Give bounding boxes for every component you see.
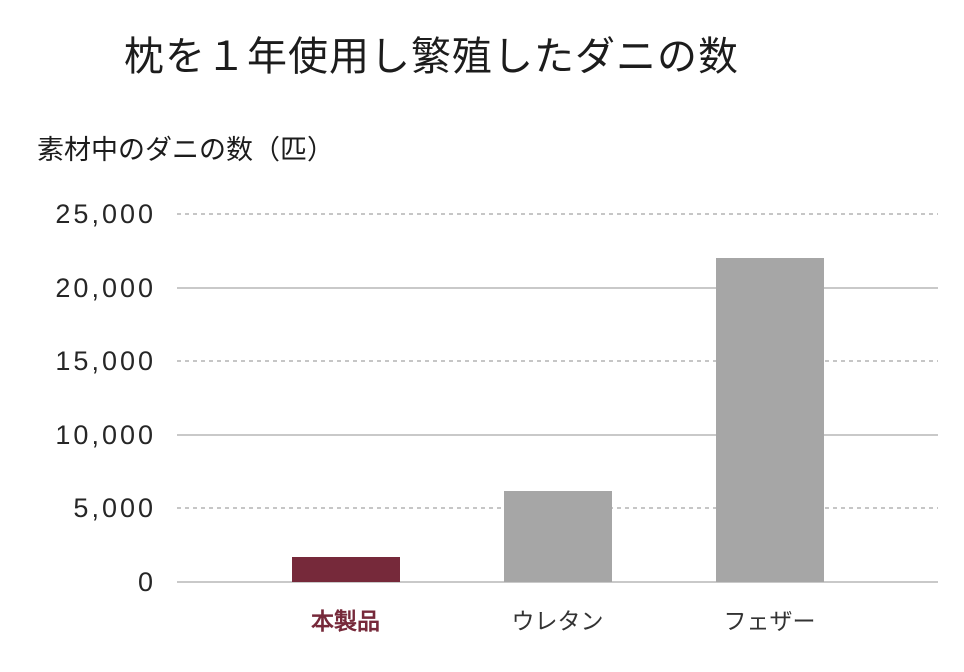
y-tick-label: 0 — [137, 567, 156, 597]
category-label: ウレタン — [511, 608, 604, 634]
gridline-dashed — [177, 213, 938, 215]
x-axis-category-labels: 本製品 ウレタン フェザー — [177, 602, 938, 636]
y-tick-label: 25,000 — [55, 199, 156, 229]
gridline-solid — [177, 286, 938, 289]
y-tick-label: 20,000 — [55, 272, 156, 303]
plot-area — [177, 213, 938, 583]
gridline-solid — [177, 433, 938, 436]
category-label: フェザー — [723, 608, 816, 634]
gridline-dashed — [177, 360, 938, 362]
gridline-solid — [177, 581, 938, 583]
y-tick-label: 15,000 — [55, 346, 156, 377]
bars-group — [177, 214, 938, 582]
y-axis-label: 素材中のダニの数（匹） — [37, 135, 334, 165]
bar — [291, 556, 400, 582]
y-tick-label: 5,000 — [73, 493, 156, 524]
y-tick-label: 10,000 — [55, 419, 156, 450]
category-label: 本製品 — [311, 608, 380, 634]
chart-title: 枕を１年使用し繁殖したダニの数 — [124, 35, 739, 79]
bar — [715, 258, 824, 582]
bar — [503, 490, 612, 582]
